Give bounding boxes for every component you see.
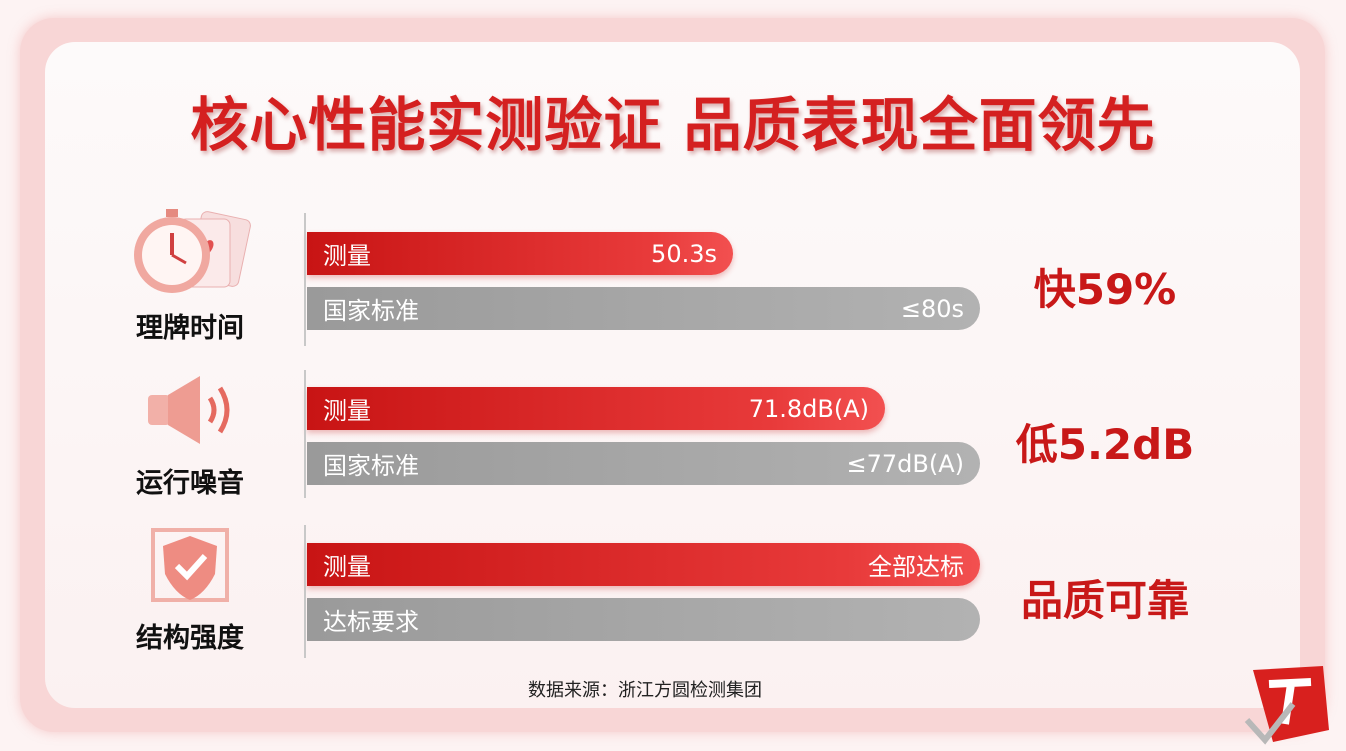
shield-icon [151, 528, 229, 602]
highlight: 品质可靠 [1020, 576, 1189, 625]
standard-bar: 达标要求 [307, 598, 980, 641]
bar-value: 71.8dB(A) [748, 394, 869, 423]
bar-label: 测量 [323, 397, 371, 425]
divider [304, 525, 306, 658]
bar-label: 测量 [323, 553, 371, 581]
logo [1244, 666, 1329, 745]
standard-bar: 国家标准 ≤77dB(A) [307, 442, 980, 485]
measured-bar: 测量 全部达标 [307, 543, 980, 586]
bar-value: ≤80s [900, 294, 964, 323]
bar-label: 测量 [323, 242, 371, 270]
measured-bar: 测量 50.3s [307, 232, 733, 275]
title: 核心性能实测验证 品质表现全面领先 [190, 91, 1156, 159]
row-label: 结构强度 [136, 623, 244, 654]
bar-label: 达标要求 [323, 608, 419, 636]
bar-value: 全部达标 [868, 553, 964, 581]
source: 数据来源：浙江方圆检测集团 [528, 680, 762, 701]
card [45, 42, 1300, 708]
highlight: 低5.2dB [1015, 420, 1195, 469]
divider [304, 370, 306, 498]
timer-cards-icon [134, 209, 251, 293]
bar-value: ≤77dB(A) [846, 449, 965, 478]
row-label: 理牌时间 [136, 313, 244, 344]
bar-label: 国家标准 [323, 452, 419, 480]
divider [304, 213, 306, 346]
row-label: 运行噪音 [136, 468, 244, 499]
speaker-icon [148, 376, 230, 444]
standard-bar: 国家标准 ≤80s [307, 287, 980, 330]
bar-label: 国家标准 [323, 297, 419, 325]
measured-bar: 测量 71.8dB(A) [307, 387, 885, 430]
bar-value: 50.3s [651, 239, 717, 268]
highlight: 快59% [1033, 265, 1177, 314]
